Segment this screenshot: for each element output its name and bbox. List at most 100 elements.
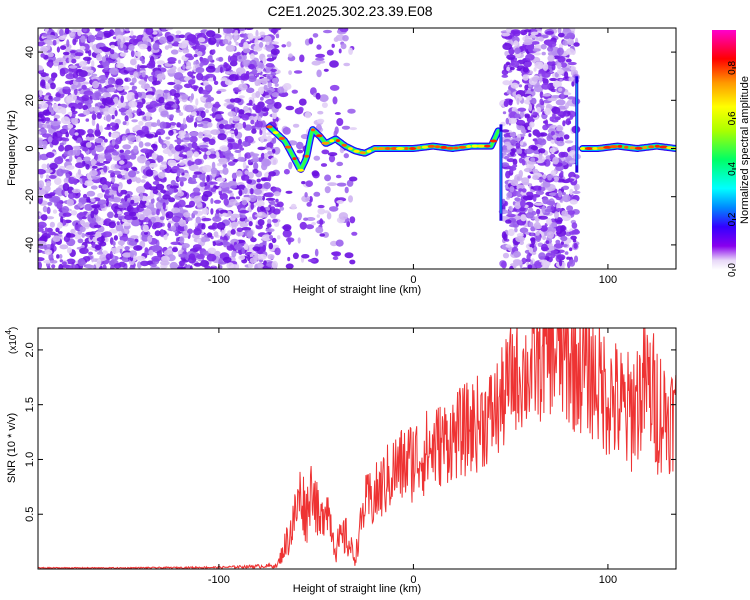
- noise-speckle: [192, 210, 198, 215]
- noise-speckle: [130, 199, 135, 204]
- noise-speckle: [230, 221, 239, 228]
- noise-speckle: [556, 140, 565, 147]
- noise-speckle: [38, 139, 44, 147]
- noise-speckle: [100, 87, 107, 93]
- noise-speckle: [519, 111, 525, 119]
- noise-speckle: [257, 219, 265, 226]
- noise-speckle: [241, 114, 250, 121]
- noise-speckle: [550, 250, 559, 254]
- noise-speckle: [564, 140, 574, 144]
- noise-speckle: [91, 73, 98, 77]
- noise-speckle: [45, 82, 51, 90]
- noise-speckle: [125, 28, 130, 32]
- noise-speckle: [145, 28, 154, 36]
- noise-speckle: [538, 252, 546, 260]
- noise-speckle: [74, 132, 79, 136]
- noise-speckle: [527, 126, 531, 131]
- noise-speckle: [90, 158, 96, 165]
- noise-speckle: [518, 148, 523, 154]
- noise-speckle: [329, 60, 339, 68]
- noise-speckle: [527, 175, 531, 179]
- noise-speckle: [187, 71, 194, 77]
- noise-speckle: [52, 39, 57, 46]
- noise-speckle: [190, 93, 194, 100]
- noise-speckle: [163, 234, 168, 241]
- snr-ticks: -100 0 100 0.5 1.0 1.5 2.0: [24, 328, 676, 586]
- noise-speckle: [216, 222, 226, 230]
- noise-speckle: [117, 204, 127, 209]
- noise-speckle: [257, 253, 267, 260]
- noise-speckle: [242, 48, 251, 54]
- noise-speckle: [93, 48, 103, 54]
- noise-speckle: [202, 164, 213, 173]
- noise-speckle: [560, 151, 569, 158]
- noise-speckle: [80, 35, 85, 43]
- noise-speckle: [142, 224, 149, 233]
- noise-speckle: [251, 128, 257, 134]
- noise-speckle: [237, 156, 246, 162]
- noise-speckle: [46, 34, 56, 40]
- noise-speckle: [560, 157, 565, 162]
- noise-speckle: [313, 191, 321, 197]
- noise-speckle: [212, 241, 216, 247]
- noise-speckle: [148, 162, 158, 168]
- noise-speckle: [246, 179, 253, 184]
- noise-speckle: [91, 92, 100, 101]
- noise-speckle: [268, 242, 274, 250]
- noise-speckle: [99, 254, 108, 261]
- noise-speckle: [144, 231, 148, 235]
- noise-speckle: [103, 111, 110, 116]
- noise-speckle: [193, 151, 200, 158]
- noise-speckle: [91, 60, 95, 68]
- noise-speckle: [213, 231, 219, 238]
- noise-speckle: [94, 129, 101, 137]
- noise-speckle: [233, 35, 239, 40]
- noise-speckle: [222, 182, 232, 188]
- noise-speckle: [52, 209, 58, 214]
- noise-speckle: [326, 212, 332, 220]
- noise-speckle: [128, 170, 137, 178]
- noise-speckle: [506, 54, 516, 60]
- noise-speckle: [271, 41, 279, 45]
- noise-speckle: [303, 217, 309, 221]
- noise-speckle: [547, 41, 557, 48]
- noise-speckle: [138, 80, 147, 85]
- noise-speckle: [38, 221, 47, 229]
- noise-speckle: [234, 122, 243, 130]
- noise-speckle: [52, 235, 61, 242]
- noise-speckle: [103, 92, 112, 99]
- noise-speckle: [175, 237, 179, 243]
- noise-speckle: [243, 187, 248, 195]
- noise-speckle: [541, 260, 551, 267]
- noise-speckle: [505, 219, 512, 224]
- noise-speckle: [48, 59, 54, 63]
- noise-speckle: [259, 129, 263, 136]
- noise-speckle: [78, 61, 87, 68]
- noise-speckle: [40, 79, 46, 87]
- noise-speckle: [181, 243, 190, 249]
- noise-speckle: [248, 63, 255, 70]
- noise-speckle: [283, 229, 292, 238]
- noise-speckle: [183, 137, 192, 141]
- noise-speckle: [115, 223, 124, 232]
- noise-speckle: [163, 93, 168, 100]
- noise-speckle: [243, 105, 249, 113]
- noise-speckle: [544, 119, 549, 126]
- noise-speckle: [164, 103, 172, 110]
- noise-speckle: [552, 113, 556, 119]
- noise-speckle: [71, 117, 79, 125]
- noise-speckle: [209, 181, 218, 185]
- noise-speckle: [81, 66, 92, 70]
- noise-speckle: [53, 114, 61, 120]
- noise-speckle: [63, 137, 70, 142]
- noise-speckle: [547, 97, 557, 102]
- noise-speckle: [223, 198, 229, 206]
- noise-speckle: [101, 98, 107, 105]
- noise-speckle: [48, 175, 57, 179]
- noise-speckle: [46, 227, 53, 233]
- noise-speckle: [230, 229, 236, 235]
- noise-speckle: [221, 195, 228, 200]
- noise-speckle: [321, 149, 330, 155]
- noise-speckle: [117, 215, 127, 220]
- noise-speckle: [343, 153, 349, 159]
